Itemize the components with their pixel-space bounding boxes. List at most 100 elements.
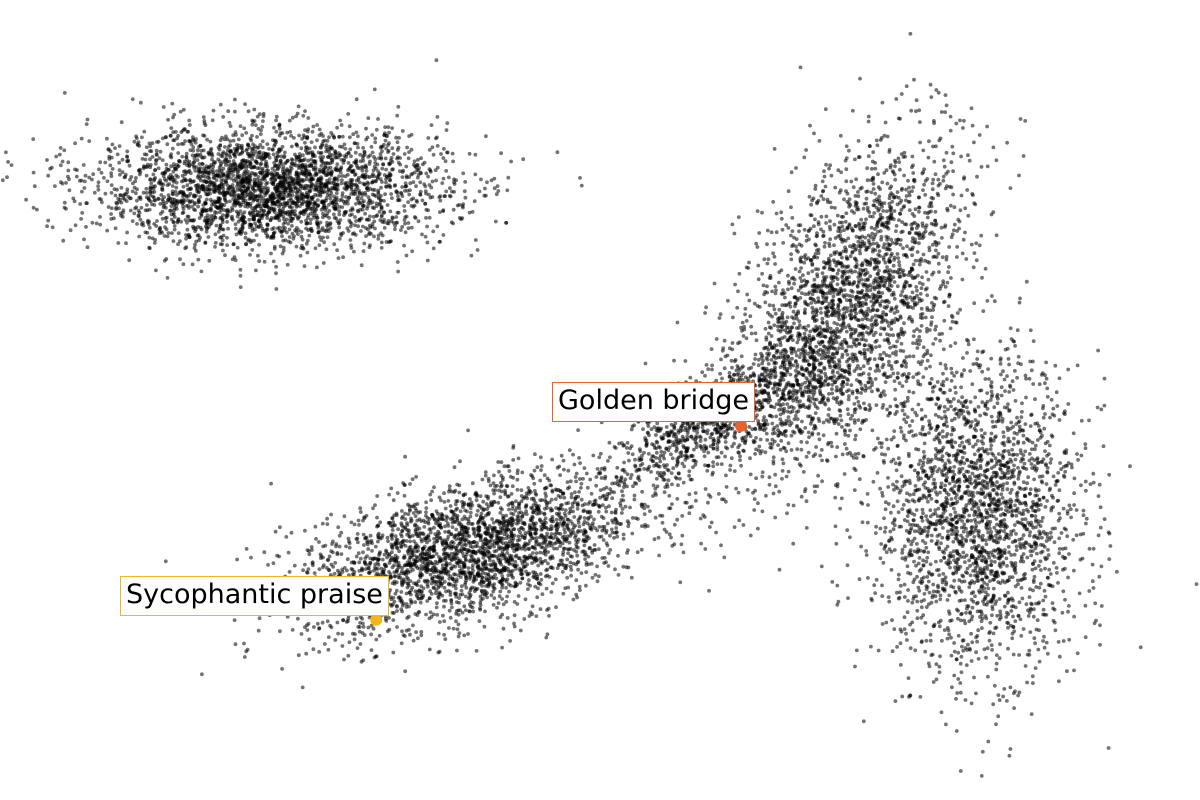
data-point (332, 212, 336, 217)
data-point (248, 210, 252, 215)
data-point (299, 219, 304, 224)
data-point (208, 148, 213, 153)
data-point (579, 571, 584, 575)
data-point (213, 241, 218, 245)
data-point (443, 637, 448, 641)
data-point (305, 570, 310, 575)
data-point (566, 517, 570, 522)
data-point (270, 166, 275, 171)
data-point (228, 184, 233, 189)
data-point (450, 520, 455, 525)
data-point (357, 201, 362, 206)
data-point (311, 213, 316, 218)
data-point (514, 499, 518, 504)
data-point (287, 227, 292, 232)
data-point (181, 184, 186, 189)
data-point (257, 616, 262, 621)
data-point (285, 168, 289, 173)
data-point (228, 143, 233, 148)
data-point (199, 148, 204, 153)
data-point (549, 519, 554, 524)
data-point (191, 224, 195, 229)
data-point (210, 219, 214, 223)
data-point (208, 197, 213, 202)
data-point (139, 205, 144, 210)
data-point (379, 246, 384, 250)
data-point (526, 587, 530, 591)
data-point (238, 285, 243, 289)
data-point (602, 561, 606, 565)
data-point (274, 129, 279, 134)
data-point (90, 220, 95, 225)
data-point (306, 200, 311, 205)
data-point (430, 195, 435, 199)
data-point (249, 138, 254, 143)
data-point (265, 216, 270, 220)
data-point (320, 226, 325, 230)
data-point (400, 129, 405, 133)
data-point (187, 118, 192, 123)
data-point (200, 162, 205, 167)
data-point (248, 161, 253, 165)
data-point (191, 179, 195, 184)
data-point (446, 175, 451, 180)
data-point (506, 175, 511, 180)
data-point (67, 177, 71, 182)
data-point (534, 508, 539, 513)
data-point (561, 458, 566, 463)
data-point (304, 168, 309, 173)
data-point (538, 517, 542, 522)
data-point (121, 210, 125, 215)
data-point (322, 171, 327, 175)
data-point (163, 225, 167, 230)
data-point (200, 672, 204, 677)
data-point (170, 231, 174, 236)
data-point (624, 565, 629, 570)
data-point (384, 146, 389, 151)
data-point (283, 150, 287, 155)
data-point (270, 148, 275, 152)
data-point (538, 550, 543, 555)
data-point (196, 183, 201, 187)
data-point (62, 200, 67, 205)
data-point (227, 191, 231, 196)
data-point (463, 195, 468, 200)
data-point (550, 581, 555, 586)
data-point (170, 191, 175, 196)
data-point (149, 181, 154, 186)
data-point (608, 548, 613, 552)
data-point (530, 561, 534, 565)
data-point (419, 633, 424, 638)
data-point (418, 600, 423, 605)
data-point (443, 547, 447, 551)
data-point (457, 631, 462, 635)
data-point (442, 500, 447, 504)
data-point (382, 199, 386, 203)
data-point (343, 182, 348, 187)
data-point (96, 184, 100, 189)
data-point (216, 229, 221, 234)
data-point (265, 233, 270, 238)
data-point (290, 115, 295, 120)
data-point (229, 149, 234, 154)
data-point (531, 551, 535, 555)
data-point (408, 181, 413, 186)
data-point (316, 226, 321, 230)
data-point (359, 196, 364, 201)
data-point (385, 535, 390, 540)
data-point (225, 220, 230, 224)
data-point (58, 163, 63, 168)
data-point (615, 520, 620, 525)
data-point (426, 174, 430, 179)
data-point (372, 568, 376, 573)
data-point (110, 167, 115, 171)
data-point (233, 258, 238, 262)
data-point (161, 205, 166, 210)
data-point (346, 653, 351, 658)
data-point (162, 177, 167, 182)
data-point (430, 576, 434, 581)
data-point (402, 209, 407, 213)
data-point (333, 561, 338, 565)
data-point (133, 206, 138, 211)
data-point (535, 511, 539, 516)
